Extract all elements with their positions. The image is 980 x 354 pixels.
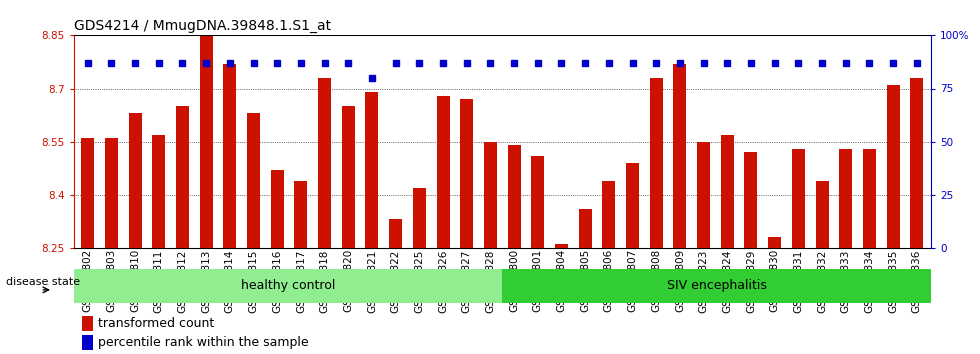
Bar (555, 244, 568, 248)
Bar (863, 149, 876, 248)
Bar (792, 149, 805, 248)
Bar (484, 142, 497, 248)
Bar (82, 335, 93, 350)
Bar (74, 269, 502, 303)
Text: percentile rank within the sample: percentile rank within the sample (98, 336, 309, 349)
Bar (626, 163, 639, 248)
Bar (152, 135, 166, 248)
Bar (531, 156, 544, 248)
Bar (745, 152, 758, 248)
Bar (389, 219, 402, 248)
Bar (508, 145, 520, 248)
Bar (436, 96, 450, 248)
Bar (887, 85, 900, 248)
Bar (366, 92, 378, 248)
Bar (200, 35, 213, 248)
Text: transformed count: transformed count (98, 317, 214, 330)
Bar (105, 138, 118, 248)
Bar (697, 142, 710, 248)
Text: SIV encephalitis: SIV encephalitis (666, 279, 766, 292)
Bar (247, 113, 260, 248)
Bar (413, 188, 426, 248)
Bar (839, 149, 853, 248)
Bar (673, 64, 686, 248)
Bar (176, 106, 189, 248)
Bar (768, 237, 781, 248)
Bar (502, 269, 931, 303)
Text: GDS4214 / MmugDNA.39848.1.S1_at: GDS4214 / MmugDNA.39848.1.S1_at (74, 19, 330, 33)
Bar (578, 209, 592, 248)
Bar (720, 135, 734, 248)
Bar (910, 78, 923, 248)
Text: healthy control: healthy control (241, 279, 335, 292)
Bar (342, 106, 355, 248)
Bar (128, 113, 141, 248)
Bar (461, 99, 473, 248)
Text: disease state: disease state (6, 277, 80, 287)
Bar (815, 181, 828, 248)
Bar (223, 64, 236, 248)
Bar (294, 181, 308, 248)
Bar (603, 181, 615, 248)
Bar (270, 170, 284, 248)
Bar (318, 78, 331, 248)
Bar (650, 78, 662, 248)
Bar (82, 316, 93, 331)
Bar (81, 138, 94, 248)
